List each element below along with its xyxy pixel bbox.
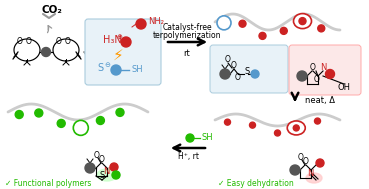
Circle shape [275, 130, 280, 136]
Text: S: S [99, 171, 105, 180]
FancyBboxPatch shape [85, 19, 161, 85]
Text: O: O [303, 157, 309, 167]
Ellipse shape [306, 173, 322, 183]
Text: SH: SH [131, 66, 143, 74]
Circle shape [290, 165, 300, 175]
Circle shape [121, 37, 131, 47]
Circle shape [136, 19, 146, 29]
Text: OH: OH [338, 84, 351, 92]
Circle shape [299, 18, 306, 25]
Ellipse shape [293, 14, 311, 29]
Circle shape [15, 111, 23, 119]
Circle shape [325, 70, 335, 78]
Text: ✓ Functional polymers: ✓ Functional polymers [5, 178, 92, 187]
FancyArrowPatch shape [84, 51, 103, 56]
Text: Catalyst-free: Catalyst-free [162, 23, 212, 33]
Text: S: S [97, 63, 103, 73]
Circle shape [293, 125, 299, 131]
Text: terpolymerization: terpolymerization [153, 32, 221, 40]
Text: O: O [310, 64, 316, 73]
Text: O: O [56, 36, 62, 46]
FancyArrowPatch shape [142, 25, 145, 28]
Circle shape [239, 20, 246, 27]
Ellipse shape [97, 169, 117, 181]
Text: O: O [99, 156, 105, 164]
Circle shape [112, 171, 120, 179]
Circle shape [249, 122, 255, 128]
Circle shape [110, 163, 118, 171]
Circle shape [224, 119, 231, 125]
Circle shape [251, 70, 259, 78]
Circle shape [297, 71, 307, 81]
Circle shape [85, 163, 95, 173]
FancyBboxPatch shape [289, 45, 361, 95]
Text: rt: rt [184, 49, 190, 57]
Circle shape [41, 47, 51, 57]
Circle shape [314, 118, 321, 124]
Text: ⚡: ⚡ [113, 47, 123, 63]
Text: neat, Δ: neat, Δ [305, 95, 335, 105]
Text: O: O [231, 60, 237, 70]
Circle shape [318, 25, 325, 32]
Text: O: O [26, 36, 32, 46]
Text: O: O [65, 36, 71, 46]
Circle shape [220, 69, 230, 79]
Circle shape [259, 32, 266, 39]
Text: O: O [235, 74, 241, 83]
Text: N: N [320, 64, 326, 73]
Text: S: S [244, 67, 249, 77]
Text: ✓ Easy dehydration: ✓ Easy dehydration [218, 178, 294, 187]
Circle shape [96, 116, 104, 125]
Circle shape [73, 120, 88, 135]
Circle shape [111, 65, 121, 75]
Text: O: O [225, 56, 231, 64]
Text: SH: SH [202, 133, 214, 143]
Circle shape [186, 134, 194, 142]
Circle shape [35, 109, 43, 117]
Ellipse shape [287, 121, 305, 135]
Text: ⊕: ⊕ [116, 34, 122, 40]
Text: CO₂: CO₂ [42, 5, 62, 15]
Text: O: O [298, 153, 304, 161]
Text: O: O [94, 150, 100, 160]
Circle shape [280, 27, 287, 34]
Circle shape [77, 124, 85, 132]
Text: NH₂: NH₂ [148, 16, 164, 26]
Text: O: O [17, 36, 23, 46]
Circle shape [221, 19, 228, 26]
Text: O: O [314, 75, 320, 84]
Circle shape [316, 159, 324, 167]
Circle shape [116, 108, 124, 116]
Circle shape [57, 119, 65, 127]
FancyBboxPatch shape [210, 45, 288, 93]
Text: H₃N: H₃N [103, 35, 122, 45]
Text: ⊖: ⊖ [104, 62, 110, 68]
Text: N: N [103, 167, 109, 177]
Text: H⁺, rt: H⁺, rt [177, 153, 199, 161]
FancyArrowPatch shape [48, 26, 52, 33]
Circle shape [217, 16, 231, 30]
Text: N: N [307, 170, 313, 178]
